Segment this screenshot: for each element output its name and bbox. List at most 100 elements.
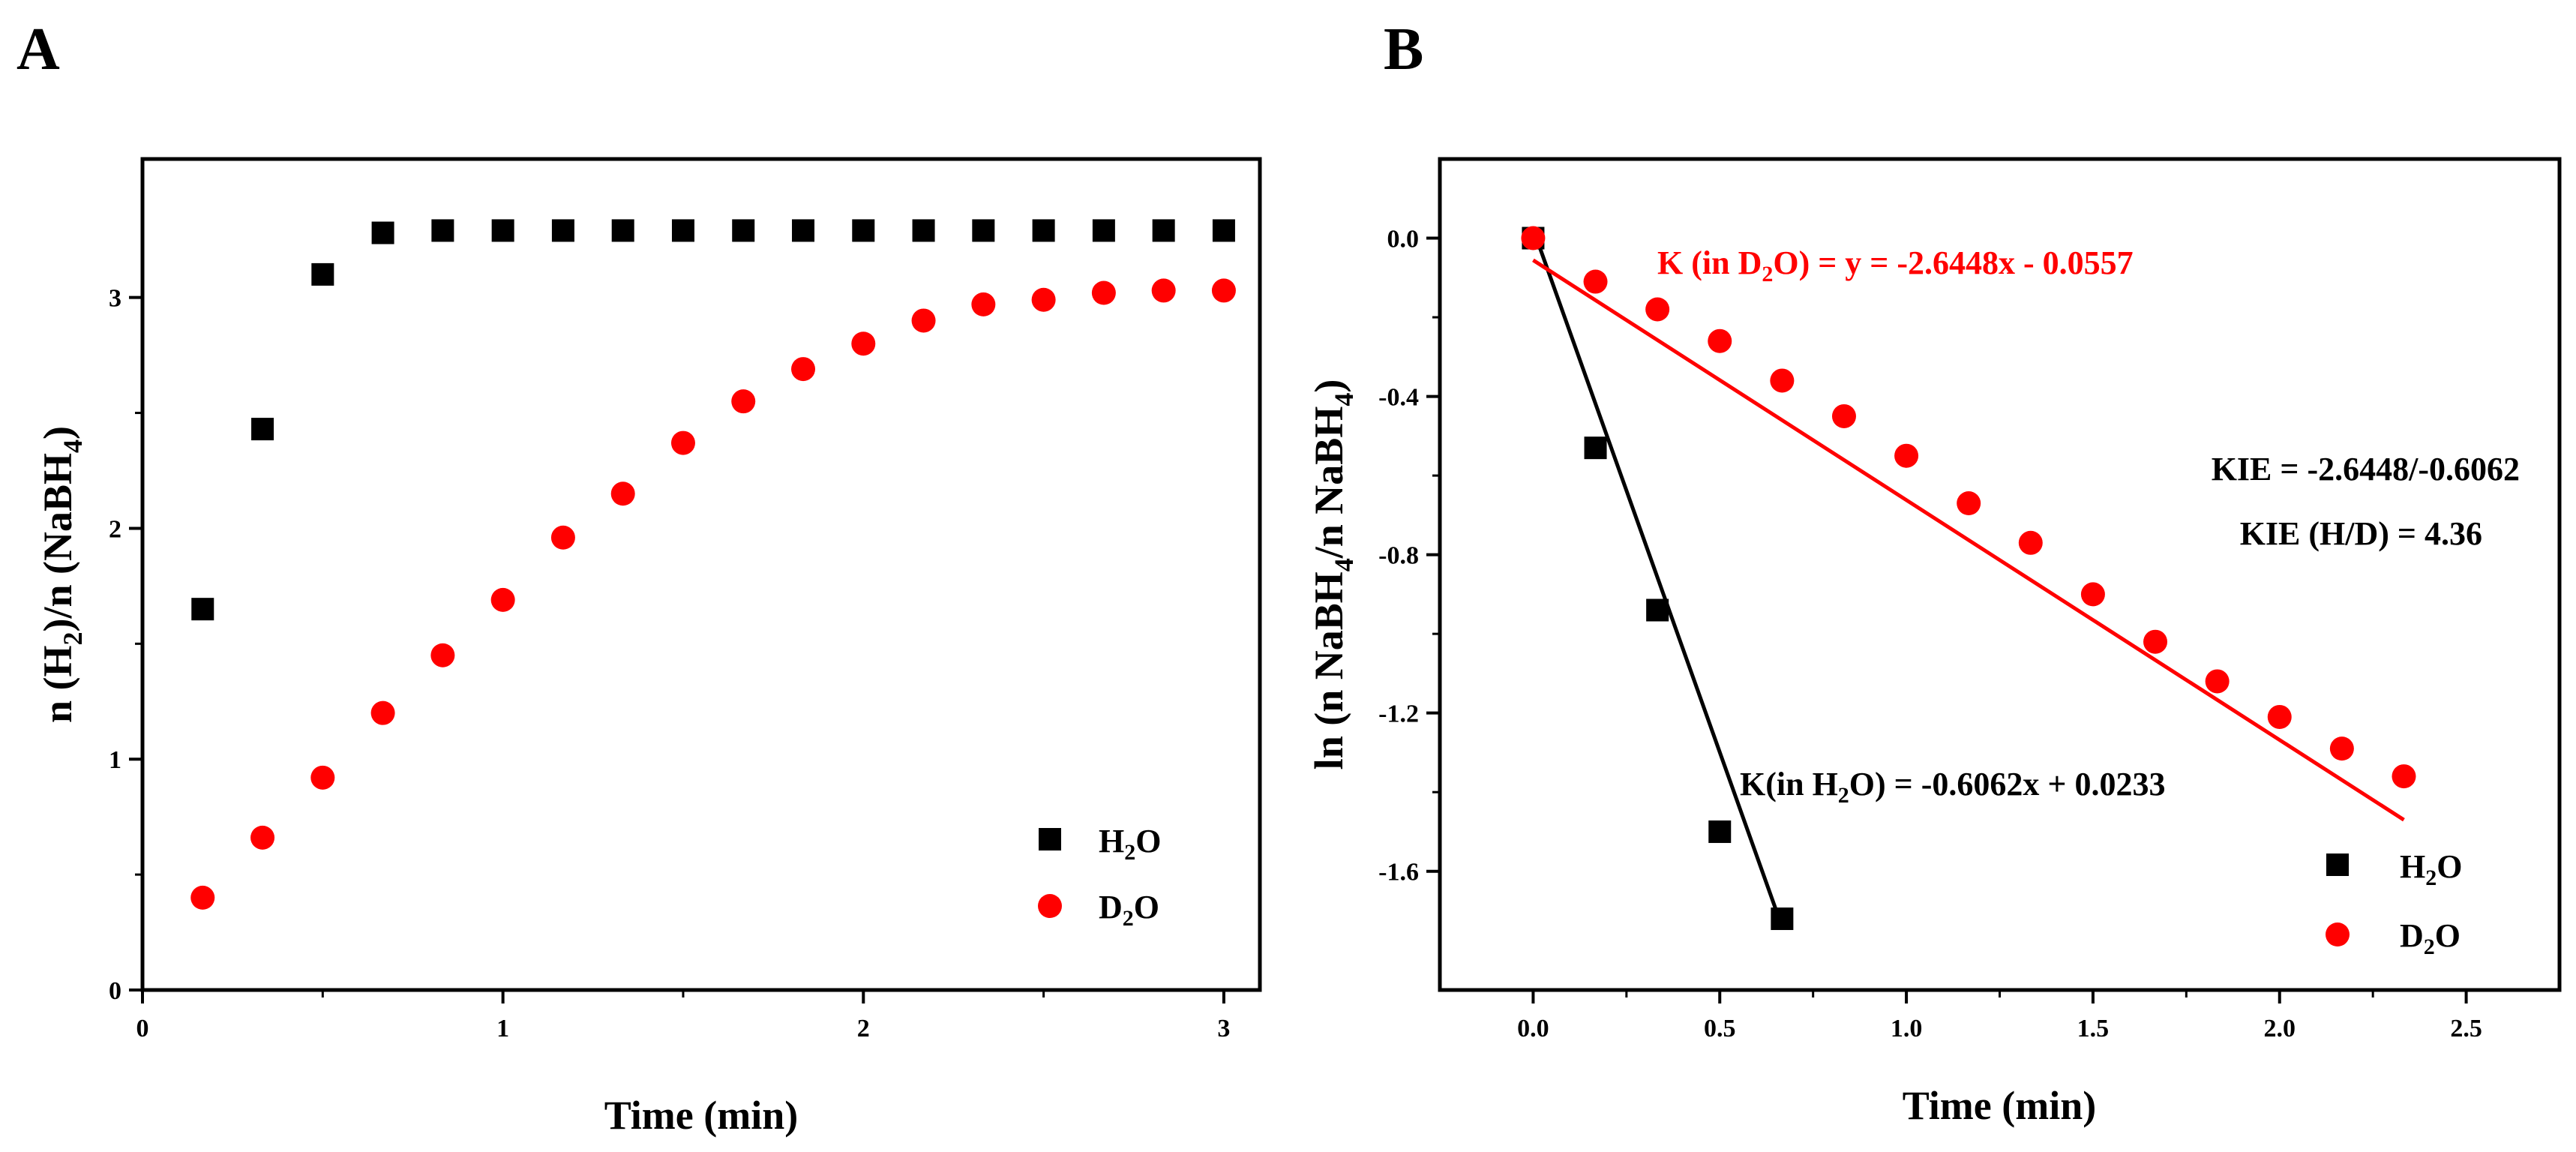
d2o-data-point — [430, 643, 455, 668]
h2o-data-point — [972, 219, 995, 242]
h2o-data-point — [732, 219, 755, 242]
y-tick-label: -0.4 — [1378, 384, 1419, 412]
panel-b-label: B — [1384, 16, 1423, 82]
legend-a-d2o-marker — [1038, 894, 1062, 918]
y-tick-label: 0 — [109, 977, 121, 1005]
x-tick-label: 2.0 — [2264, 1015, 2296, 1042]
h2o-fit-line — [1531, 228, 1784, 928]
d2o-data-point — [1894, 443, 1919, 468]
h2o-data-point — [1032, 219, 1055, 242]
panel-b-y-axis-title: ln (n NaBH4/n NaBH4) — [1306, 380, 1359, 770]
legend-b-d2o-label: D2O — [2400, 917, 2461, 959]
x-tick-label: 0.5 — [1704, 1015, 1736, 1042]
x-tick-label: 1.5 — [2077, 1015, 2110, 1042]
h2o-data-point — [852, 219, 875, 242]
x-tick-label: 2 — [857, 1015, 870, 1042]
panel-a-y-ticks: 0 1 2 3 — [109, 285, 142, 1005]
d2o-data-point — [1957, 491, 1981, 516]
d2o-data-point — [2080, 582, 2105, 607]
d2o-data-point — [1151, 278, 1176, 303]
y-tick-label: -1.2 — [1378, 700, 1419, 728]
d2o-data-point — [1645, 297, 1670, 322]
d2o-data-point — [1031, 287, 1056, 312]
d2o-data-point — [190, 885, 215, 910]
legend-a-h2o-marker — [1039, 828, 1061, 850]
x-tick-label: 3 — [1217, 1015, 1230, 1042]
legend-b-h2o-label: H2O — [2400, 848, 2462, 890]
panel-a-plot-frame — [140, 157, 1262, 992]
d2o-data-point — [1091, 280, 1116, 305]
y-tick-label: -0.8 — [1378, 542, 1419, 570]
panel-a-x-ticks: 0 1 2 3 — [136, 990, 1230, 1042]
h2o-data-point — [1584, 436, 1607, 460]
h2o-data-point — [611, 219, 634, 242]
d2o-data-point — [1583, 269, 1608, 294]
panel-b-data-marks — [1521, 226, 2416, 931]
h2o-data-point — [1212, 219, 1235, 242]
panel-b-y-ticks: 0.0 -0.4 -0.8 -1.2 -1.6 — [1378, 226, 1440, 886]
panel-a-label: A — [16, 16, 60, 82]
d2o-data-point — [2267, 704, 2292, 729]
legend-b-h2o-marker — [2326, 854, 2349, 876]
d2o-data-point — [2018, 530, 2043, 555]
d2o-data-point — [1831, 404, 1856, 428]
d2o-data-point — [2392, 764, 2416, 789]
x-tick-label: 2.5 — [2450, 1015, 2482, 1042]
h2o-data-point — [491, 219, 514, 242]
h2o-data-point — [1771, 908, 1794, 931]
h2o-data-point — [371, 221, 394, 244]
h2o-data-point — [1092, 219, 1115, 242]
h2o-data-point — [912, 219, 935, 242]
h2o-data-point — [1152, 219, 1175, 242]
panel-a-legend: H2O D2O — [1038, 823, 1161, 931]
d2o-data-point — [610, 482, 635, 506]
d2o-data-point — [731, 389, 756, 414]
d2o-data-point — [1521, 226, 1546, 250]
d2o-data-point — [670, 430, 695, 455]
legend-b-d2o-marker — [2326, 922, 2350, 946]
h2o-data-point — [792, 219, 815, 242]
h2o-fit-equation: K(in H2O) = -0.6062x + 0.0233 — [1740, 766, 2165, 808]
d2o-data-point — [370, 700, 395, 725]
panel-a-x-axis-title: Time (min) — [604, 1093, 798, 1138]
h2o-data-point — [311, 262, 334, 286]
panel-b-fit-lines — [1531, 228, 2405, 928]
panel-b-plot-frame — [1438, 157, 2562, 992]
d2o-data-point — [1211, 278, 1236, 303]
panel-b-x-axis-title: Time (min) — [1903, 1083, 2096, 1128]
h2o-data-point — [1708, 820, 1732, 843]
d2o-fit-line — [1532, 258, 2405, 822]
x-tick-label: 1 — [496, 1015, 509, 1042]
d2o-data-point — [911, 308, 936, 333]
d2o-fit-equation: K (in D2O) = y = -2.6448x - 0.0557 — [1657, 244, 2134, 286]
y-tick-label: 1 — [109, 746, 121, 774]
y-tick-label: 0.0 — [1387, 226, 1420, 254]
h2o-data-point — [251, 418, 274, 441]
panel-b-legend: H2O D2O — [2326, 848, 2462, 959]
x-tick-label: 1.0 — [1891, 1015, 1923, 1042]
x-tick-label: 0.0 — [1517, 1015, 1549, 1042]
h2o-data-point — [1646, 598, 1669, 622]
panel-a-data-marks — [190, 219, 1236, 910]
h2o-data-point — [671, 219, 694, 242]
d2o-data-point — [1770, 368, 1795, 393]
x-tick-label: 0 — [136, 1015, 149, 1042]
legend-a-d2o-label: D2O — [1099, 889, 1159, 931]
d2o-data-point — [310, 765, 335, 790]
kie-ratio-text: KIE = -2.6448/-0.6062 — [2212, 451, 2520, 488]
d2o-data-point — [550, 525, 575, 550]
d2o-data-point — [2205, 669, 2230, 694]
legend-a-h2o-label: H2O — [1099, 823, 1161, 865]
panel-b: B 0.0 0.5 1.0 1.5 2.0 2.5 0.0 -0.4 -0.8 -1.2 -1.6… — [1306, 16, 2562, 1128]
h2o-data-point — [191, 598, 214, 621]
d2o-data-point — [1708, 328, 1732, 353]
y-tick-label: 3 — [109, 285, 121, 313]
d2o-data-point — [851, 332, 876, 356]
y-tick-label: 2 — [109, 515, 121, 543]
panel-a-y-axis-title: n (H2)/n (NaBH4) — [35, 426, 88, 723]
d2o-data-point — [2143, 629, 2168, 654]
d2o-data-point — [490, 587, 515, 612]
d2o-data-point — [791, 357, 816, 382]
